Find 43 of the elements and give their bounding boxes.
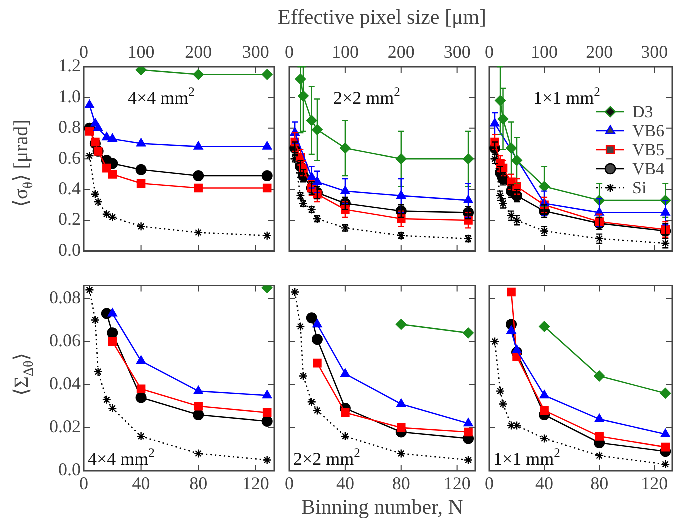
x-tick-label: 120 <box>444 474 471 494</box>
legend-label: Si <box>632 178 647 198</box>
x-tick-label: 120 <box>641 474 668 494</box>
x-tick-label: 0 <box>485 474 494 494</box>
x2-tick-label: 300 <box>444 42 471 62</box>
y-tick-label: 0.6 <box>58 148 81 168</box>
x-tick-label: 0 <box>80 474 88 494</box>
x2-tick-label: 0 <box>485 42 494 62</box>
x2-axis-title: Effective pixel size [μm] <box>278 5 487 29</box>
y-tick-label: 0.04 <box>50 374 81 394</box>
y-tick-label: 0.2 <box>58 209 81 230</box>
x2-tick-label: 100 <box>128 42 155 62</box>
x-tick-label: 80 <box>392 474 410 494</box>
y-tick-label: 0.02 <box>50 416 81 437</box>
legend-label: VB6 <box>632 121 665 140</box>
y-tick-label: 0.8 <box>58 117 81 138</box>
x-tick-label: 40 <box>536 474 554 494</box>
x2-tick-label: 100 <box>531 42 558 62</box>
x-tick-label: 40 <box>336 474 354 494</box>
x2-tick-label: 100 <box>332 42 359 62</box>
x-tick-label: 40 <box>132 474 150 494</box>
x2-tick-label: 200 <box>185 42 212 62</box>
x-tick-label: 80 <box>590 474 609 494</box>
x-tick-label: 120 <box>242 474 270 494</box>
x2-tick-label: 0 <box>285 42 294 62</box>
x2-tick-label: 200 <box>388 42 415 62</box>
legend-label: VB4 <box>632 159 666 178</box>
legend-label: D3 <box>632 102 654 122</box>
x2-tick-label: 200 <box>586 42 614 62</box>
y-tick-label: 0.06 <box>50 330 81 351</box>
y-tick-label: 1.0 <box>58 86 81 106</box>
x2-tick-label: 0 <box>80 42 88 62</box>
legend-label: VB5 <box>632 140 665 160</box>
x-axis-title: Binning number, N <box>302 495 464 519</box>
y-tick-label: 0.4 <box>58 178 81 199</box>
y-tick-label: 0.0 <box>58 240 81 260</box>
x-tick-label: 0 <box>285 474 294 494</box>
x2-tick-label: 300 <box>242 42 270 62</box>
x-tick-label: 80 <box>190 474 208 494</box>
y-tick-label: 0.0 <box>58 460 81 480</box>
y-tick-label: 1.2 <box>58 56 81 76</box>
y-tick-label: 0.08 <box>50 287 81 308</box>
x2-tick-label: 300 <box>641 42 668 62</box>
